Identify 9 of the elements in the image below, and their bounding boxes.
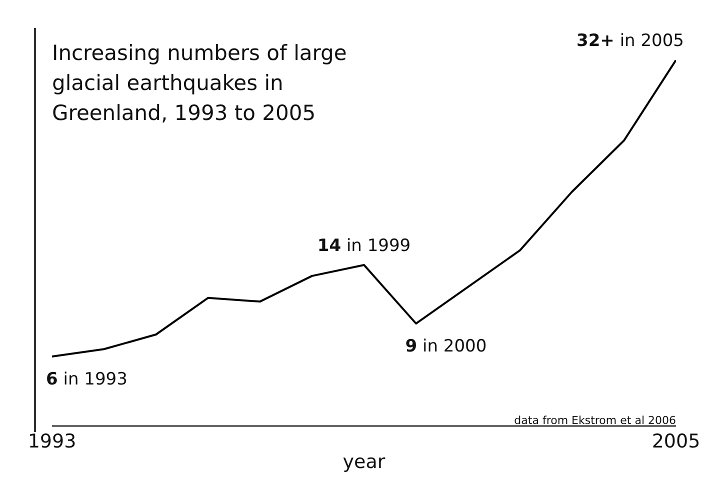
annotation: 6 in 1993	[46, 369, 128, 390]
x-tick-label: 1993	[28, 430, 76, 452]
x-tick-label: 2005	[652, 430, 700, 452]
text: Increasing numbers of large glacial earthquakes in Greenland, 1993 to 2005	[52, 40, 348, 127]
annotation: 9 in 2000	[405, 336, 487, 357]
annotation: 32+ in 2005	[576, 31, 684, 51]
x-axis-title: year	[342, 451, 386, 473]
annotation: 14 in 1999	[317, 236, 411, 256]
annotation: data from Ekstrom et al 2006	[514, 414, 676, 427]
